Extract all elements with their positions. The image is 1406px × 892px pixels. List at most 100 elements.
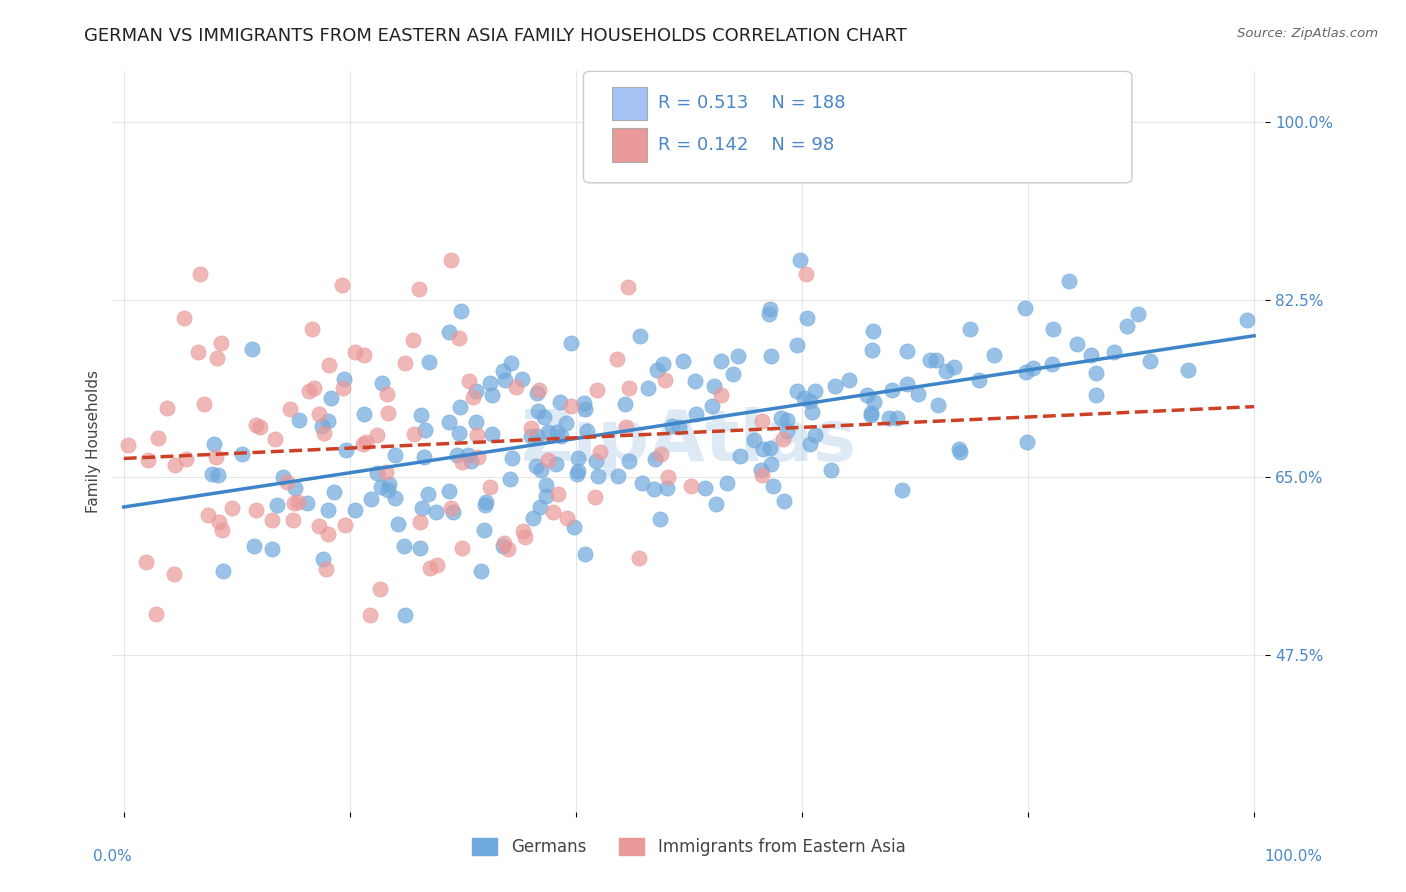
- Point: [308, 519, 330, 533]
- Point: [515, 530, 537, 544]
- Point: [333, 518, 356, 533]
- Point: [249, 419, 271, 434]
- Point: [1014, 301, 1036, 316]
- Point: [657, 469, 679, 483]
- Text: R = 0.513    N = 188: R = 0.513 N = 188: [658, 95, 845, 112]
- Point: [416, 487, 439, 501]
- Point: [460, 453, 482, 467]
- Point: [419, 561, 441, 575]
- Point: [332, 381, 354, 395]
- Point: [860, 409, 883, 423]
- Point: [450, 304, 472, 318]
- Point: [333, 372, 356, 386]
- Y-axis label: Family Households: Family Households: [86, 370, 101, 513]
- Point: [533, 410, 555, 425]
- Point: [1139, 353, 1161, 368]
- Point: [302, 381, 325, 395]
- Point: [295, 496, 318, 510]
- Point: [437, 325, 460, 339]
- Point: [1040, 358, 1063, 372]
- Point: [668, 419, 690, 434]
- Point: [366, 466, 388, 480]
- Point: [759, 457, 782, 471]
- Point: [278, 401, 301, 416]
- Point: [654, 373, 676, 387]
- Point: [555, 416, 578, 430]
- Point: [205, 450, 228, 465]
- Point: [751, 468, 773, 483]
- Point: [637, 381, 659, 395]
- Point: [644, 451, 666, 466]
- Point: [703, 379, 725, 393]
- Point: [877, 411, 900, 425]
- Point: [377, 483, 399, 497]
- Point: [617, 454, 640, 468]
- Point: [205, 351, 228, 365]
- Point: [370, 480, 392, 494]
- Point: [284, 481, 307, 495]
- Point: [245, 503, 267, 517]
- Point: [308, 407, 330, 421]
- Point: [209, 335, 232, 350]
- Point: [354, 434, 377, 449]
- Point: [201, 467, 224, 482]
- Point: [1021, 360, 1043, 375]
- Point: [499, 357, 522, 371]
- Point: [197, 508, 219, 522]
- Point: [446, 449, 468, 463]
- Point: [661, 419, 683, 434]
- Point: [437, 484, 460, 499]
- Point: [394, 355, 416, 369]
- Point: [481, 388, 503, 402]
- Point: [770, 411, 793, 425]
- Point: [335, 443, 357, 458]
- Point: [886, 411, 908, 425]
- Point: [583, 490, 606, 504]
- Point: [479, 376, 502, 391]
- Point: [555, 510, 578, 524]
- Text: R = 0.142    N = 98: R = 0.142 N = 98: [658, 136, 834, 154]
- Point: [796, 311, 818, 326]
- Point: [959, 322, 981, 336]
- Point: [208, 515, 231, 529]
- Point: [723, 368, 745, 382]
- Point: [439, 253, 461, 268]
- Point: [547, 487, 569, 501]
- Point: [530, 462, 553, 476]
- Point: [616, 420, 638, 434]
- Point: [211, 523, 233, 537]
- Point: [520, 429, 543, 443]
- Point: [1042, 322, 1064, 336]
- Point: [776, 413, 799, 427]
- Point: [650, 511, 672, 525]
- Point: [706, 497, 728, 511]
- Point: [943, 360, 966, 375]
- Point: [281, 513, 304, 527]
- Point: [311, 418, 333, 433]
- Point: [384, 491, 406, 505]
- Point: [628, 551, 651, 566]
- Point: [496, 542, 519, 557]
- Point: [862, 324, 884, 338]
- Point: [526, 458, 548, 473]
- Point: [474, 499, 496, 513]
- Point: [838, 373, 860, 387]
- Point: [413, 423, 436, 437]
- Point: [426, 558, 449, 573]
- Point: [512, 524, 534, 538]
- Point: [447, 331, 470, 345]
- Point: [575, 425, 598, 439]
- Point: [457, 449, 479, 463]
- Point: [560, 335, 582, 350]
- Point: [752, 442, 775, 456]
- Point: [352, 437, 374, 451]
- Point: [1015, 434, 1038, 449]
- Point: [762, 479, 785, 493]
- Point: [461, 390, 484, 404]
- Point: [967, 373, 990, 387]
- Point: [702, 399, 724, 413]
- Point: [860, 406, 883, 420]
- Point: [860, 343, 883, 358]
- Point: [202, 436, 225, 450]
- Point: [368, 582, 391, 596]
